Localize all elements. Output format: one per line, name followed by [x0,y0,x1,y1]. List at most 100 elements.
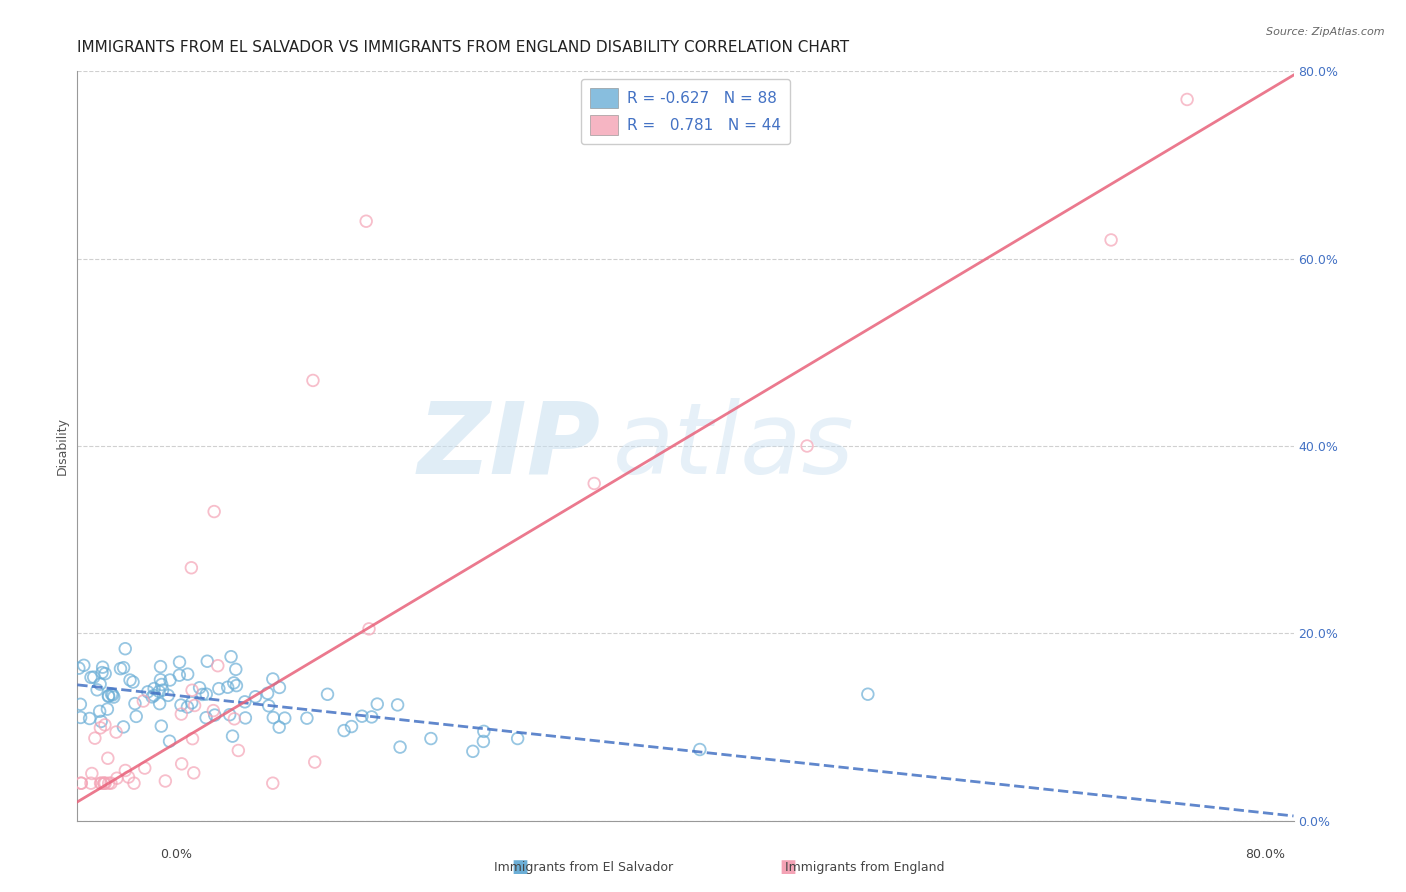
Point [83,670,105,684]
Text: ■: ■ [779,858,796,876]
Point [218,707,240,722]
Text: 80.0%: 80.0% [1246,848,1285,861]
Point [80,670,103,684]
Point [170,698,193,712]
Point [89,704,111,718]
Point [181,683,204,698]
Point [100,687,122,701]
Point [340,720,363,734]
Point [94,666,117,681]
Point [269,681,291,695]
Point [105,725,128,739]
Point [89,677,111,691]
Point [856,687,879,701]
Text: Immigrants from England: Immigrants from England [785,861,945,873]
Point [94,718,117,732]
Point [90,776,112,790]
Point [136,685,159,699]
Point [149,673,172,687]
Point [357,622,380,636]
Point [114,641,136,656]
Point [217,680,239,694]
Y-axis label: Disability: Disability [56,417,69,475]
Point [1175,93,1198,107]
Point [112,720,135,734]
Point [118,673,141,687]
Point [79,711,101,725]
Point [91,660,114,674]
Point [202,704,225,718]
Point [195,687,218,701]
Point [262,672,284,686]
Point [176,700,198,714]
Point [195,711,218,725]
Point [274,711,297,725]
Point [73,658,96,673]
Point [225,679,247,693]
Point [208,681,231,696]
Point [181,731,204,746]
Point [132,694,155,708]
Point [70,776,93,790]
Point [219,649,242,664]
Point [183,698,205,713]
Point [86,682,108,697]
Point [97,751,120,765]
Point [125,709,148,723]
Point [387,698,409,712]
Point [191,688,214,702]
Point [183,765,205,780]
Point [256,686,278,700]
Point [233,695,256,709]
Point [170,756,193,771]
Point [94,776,117,790]
Point [1099,233,1122,247]
Point [170,707,193,722]
Point [80,776,103,790]
Point [225,662,247,676]
Legend: R = -0.627   N = 88, R =   0.781   N = 44: R = -0.627 N = 88, R = 0.781 N = 44 [581,79,790,145]
Point [221,729,243,743]
Point [204,708,226,723]
Point [257,698,280,713]
Point [117,770,139,784]
Point [228,743,250,757]
Point [149,659,172,673]
Point [103,690,125,704]
Point [110,662,132,676]
Point [472,734,495,748]
Point [91,665,114,680]
Text: atlas: atlas [613,398,853,494]
Point [83,731,105,746]
Point [96,702,118,716]
Point [506,731,529,746]
Point [97,776,120,790]
Point [141,690,163,704]
Point [67,661,90,675]
Point [150,677,173,691]
Point [295,711,318,725]
Point [583,476,606,491]
Point [100,776,122,790]
Point [124,697,146,711]
Text: ZIP: ZIP [418,398,600,494]
Point [152,683,174,698]
Point [89,721,111,735]
Point [155,774,177,789]
Point [134,761,156,775]
Point [169,668,191,682]
Point [169,655,191,669]
Point [69,698,91,712]
Point [389,740,412,755]
Point [114,764,136,778]
Point [180,561,202,575]
Point [360,710,382,724]
Point [93,776,115,790]
Point [69,710,91,724]
Point [188,681,211,695]
Point [105,771,128,785]
Point [149,697,172,711]
Point [97,690,120,704]
Point [366,697,388,711]
Point [148,684,170,698]
